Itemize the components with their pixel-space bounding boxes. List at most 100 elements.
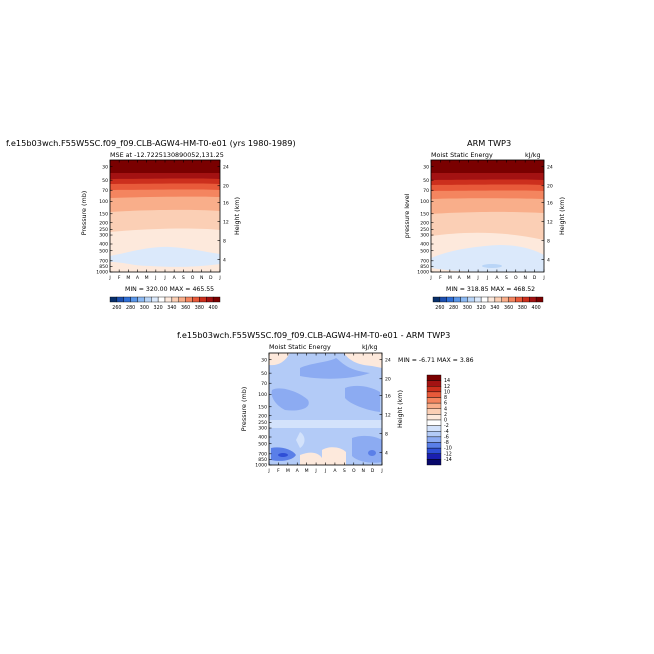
colorbar-swatch [212, 296, 221, 303]
colorbar-swatch [426, 408, 442, 415]
contour-band [345, 385, 380, 412]
x-tick-label: J [486, 275, 488, 281]
x-tick-label: A [458, 275, 462, 281]
colorbar-swatch [426, 447, 442, 454]
x-tick-label: N [361, 468, 364, 474]
panel-c-minmax: MIN = -6.71 MAX = 3.86 [398, 357, 474, 364]
y-tick-label: 300 [420, 233, 429, 239]
colorbar-swatch [123, 296, 131, 303]
x-tick-label: J [542, 275, 544, 281]
colorbar-tick-label: 360 [504, 305, 513, 311]
y-right-tick-label: 4 [385, 450, 388, 456]
y-tick-label: 100 [420, 199, 429, 205]
colorbar-tick-label: 2 [444, 412, 447, 418]
panel-c-subtitle-right: kJ/kg [362, 343, 378, 351]
colorbar-tick-label: 340 [490, 305, 499, 311]
y-tick-label: 150 [258, 404, 267, 410]
y-tick-label: 250 [258, 420, 267, 426]
colorbar-swatch [480, 296, 489, 303]
colorbar-tick-label: 4 [444, 406, 447, 412]
colorbar-swatch [446, 296, 454, 303]
contour-band [344, 353, 382, 368]
y-tick-label: 30 [261, 357, 267, 363]
y-right-tick-label: 24 [385, 357, 391, 363]
colorbar-swatch [130, 296, 138, 303]
y-tick-label: 500 [258, 441, 267, 447]
x-tick-label: J [380, 468, 382, 474]
panel-c-ylabel-right: Height (km) [396, 389, 404, 429]
y-tick-label: 70 [423, 188, 429, 194]
y-tick-label: 400 [99, 242, 108, 248]
colorbar-tick-label: 280 [126, 305, 135, 311]
y-right-tick-label: 16 [223, 200, 229, 206]
colorbar-swatch [515, 296, 523, 303]
colorbar-tick-label: 300 [140, 305, 149, 311]
contour-band [431, 245, 544, 272]
y-tick-label: 100 [99, 199, 108, 205]
panel-b-subtitle-left: Moist Static Energy [431, 151, 493, 159]
x-tick-label: J [218, 275, 220, 281]
colorbar-tick-label: 380 [518, 305, 527, 311]
colorbar-tick-label: 12 [444, 384, 450, 390]
panel-b-ylabel: pressure level [403, 193, 411, 239]
x-tick-label: O [352, 468, 356, 474]
colorbar-swatch [178, 296, 186, 303]
panel-b-field [431, 160, 544, 272]
x-tick-label: M [126, 275, 130, 281]
colorbar-tick-label: 400 [532, 305, 541, 311]
contour-band [296, 432, 305, 448]
x-tick-label: N [200, 275, 203, 281]
colorbar-swatch [426, 459, 442, 466]
colorbar-swatch [426, 436, 442, 443]
colorbar-swatch [426, 402, 442, 409]
x-tick-label: J [476, 275, 478, 281]
colorbar-tick-label: 360 [181, 305, 190, 311]
colorbar-swatch [116, 296, 124, 303]
colorbar-tick-label: 0 [444, 418, 447, 424]
colorbar-tick-label: 6 [444, 401, 447, 407]
x-tick-label: J [429, 275, 431, 281]
colorbar-tick-label: -8 [444, 440, 449, 446]
colorbar-tick-label: 380 [195, 305, 204, 311]
panel-b-minmax: MIN = 318.85 MAX = 468.52 [446, 286, 536, 293]
x-tick-label: A [136, 275, 140, 281]
colorbar-swatch [439, 296, 447, 303]
colorbar-tick-label: -4 [444, 429, 449, 435]
x-tick-label: M [467, 275, 471, 281]
y-tick-label: 50 [261, 371, 267, 377]
y-tick-label: 700 [420, 259, 429, 265]
x-tick-label: J [154, 275, 156, 281]
y-tick-label: 700 [99, 259, 108, 265]
colorbar-swatch [426, 397, 442, 404]
colorbar-swatch [501, 296, 509, 303]
contour-band [271, 388, 309, 411]
x-tick-label: M [145, 275, 149, 281]
panel-a-field [110, 160, 220, 272]
y-tick-label: 400 [258, 435, 267, 441]
y-tick-label: 700 [258, 452, 267, 458]
x-tick-label: D [371, 468, 375, 474]
colorbar-swatch [199, 296, 207, 303]
colorbar-tick-label: -6 [444, 434, 449, 440]
y-tick-label: 1000 [96, 270, 108, 276]
x-tick-label: D [533, 275, 537, 281]
contour-band [322, 447, 346, 465]
colorbar-swatch [151, 296, 159, 303]
x-tick-label: M [448, 275, 452, 281]
y-right-tick-label: 4 [223, 257, 226, 263]
colorbar-swatch [426, 425, 442, 432]
colorbar-swatch [144, 296, 152, 303]
colorbar-swatch [432, 296, 441, 303]
y-tick-label: 500 [420, 248, 429, 254]
y-right-tick-label: 12 [385, 412, 391, 418]
panel-a-subtitle: MSE at -12.7225130890052,131.25 [110, 151, 224, 159]
x-tick-label: S [182, 275, 185, 281]
x-tick-label: O [514, 275, 518, 281]
colorbar-swatch [192, 296, 200, 303]
colorbar-tick-label: 260 [435, 305, 444, 311]
y-tick-label: 200 [420, 220, 429, 226]
y-right-tick-label: 4 [547, 257, 550, 263]
x-tick-label: S [343, 468, 346, 474]
contour-band [300, 452, 322, 465]
colorbar-tick-label: 14 [444, 378, 450, 384]
